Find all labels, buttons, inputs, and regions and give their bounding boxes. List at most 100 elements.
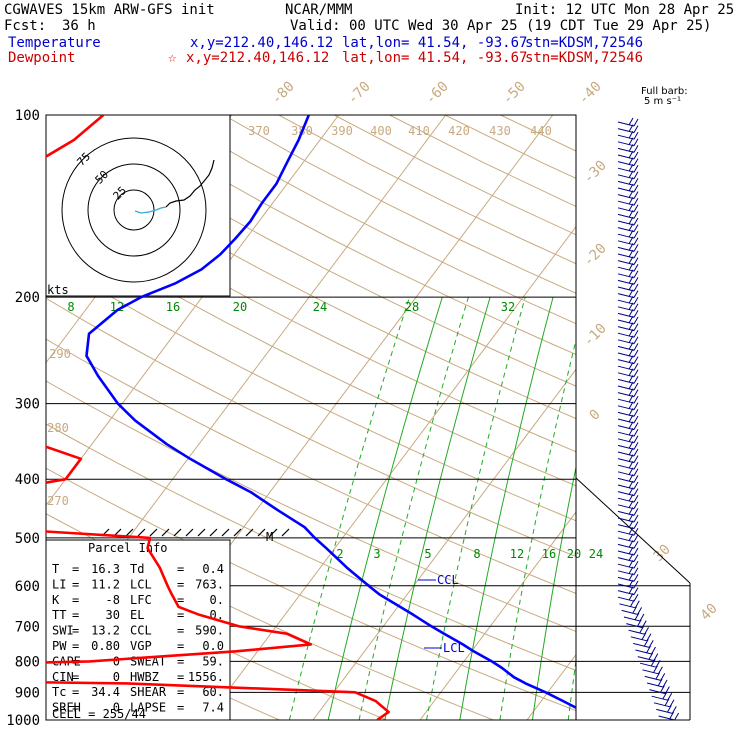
wind-barb — [617, 167, 635, 173]
parcel-info-cell: = — [72, 593, 79, 607]
wind-barb — [628, 414, 634, 423]
temperature-legend-label: Temperature — [8, 35, 101, 51]
wind-barb — [617, 543, 635, 549]
wind-barb — [617, 207, 635, 213]
wind-barb — [617, 530, 635, 536]
parcel-info-cell: T — [52, 562, 59, 576]
wind-barb — [628, 117, 634, 126]
parcel-info-cell: = — [72, 608, 79, 622]
wind-barb — [617, 451, 635, 457]
wind-barb — [617, 372, 635, 378]
wind-barb — [628, 183, 634, 192]
wind-barb — [628, 335, 634, 344]
wind-barb — [628, 282, 634, 291]
wind-barb — [633, 303, 639, 312]
wind-barb — [633, 263, 639, 272]
wind-barb — [617, 200, 635, 206]
wind-barb — [669, 711, 675, 720]
init-time: Init: 12 UTC Mon 28 Apr 25 — [515, 2, 734, 18]
valid-time: Valid: 00 UTC Wed 30 Apr 25 (19 CDT Tue … — [290, 18, 711, 34]
wind-barb — [633, 145, 639, 153]
mixing-ratio-label: 2 — [336, 547, 343, 561]
wind-barb — [617, 471, 635, 477]
wind-barb — [633, 587, 639, 595]
temperature-xy: x,y=212.40,146.12 — [190, 35, 333, 51]
parcel-info-cell: 763. — [195, 577, 224, 591]
wind-barb — [617, 319, 635, 325]
wind-barbs — [617, 117, 680, 721]
parcel-info-cell: 0 — [113, 670, 120, 684]
dry-adiabat — [223, 115, 576, 294]
wind-barb — [648, 652, 654, 660]
isotherm — [46, 115, 340, 507]
wind-barb — [633, 554, 639, 562]
wind-barb — [628, 427, 634, 436]
theta-label: 270 — [47, 494, 69, 508]
m-label: M — [266, 530, 273, 544]
parcel-info-cell: LAPSE — [130, 701, 166, 715]
wind-barb — [628, 210, 634, 218]
wind-barb — [628, 322, 634, 330]
wind-barb — [617, 220, 635, 226]
wind-barb — [633, 448, 639, 457]
wind-barb — [655, 672, 661, 680]
wind-barb — [628, 586, 634, 594]
wind-barb — [617, 563, 635, 569]
wind-barb — [617, 161, 635, 167]
mixing-ratio-line — [459, 296, 554, 720]
tick-mark — [281, 528, 290, 537]
dewpoint-legend-label: Dewpoint — [8, 50, 75, 66]
wind-barb — [626, 623, 643, 629]
wind-barb — [628, 203, 634, 212]
wind-barb — [633, 389, 639, 397]
wind-barb — [628, 243, 634, 251]
wind-barb — [617, 359, 635, 365]
parcel-info-cell: 16.3 — [91, 562, 120, 576]
wind-barb — [633, 376, 639, 384]
tick-mark — [185, 528, 194, 537]
wind-barb — [628, 276, 634, 284]
wind-barb — [617, 253, 635, 259]
theta-label: 410 — [408, 124, 430, 138]
dry-adiabat — [333, 115, 576, 236]
mixing-ratio-line — [716, 297, 740, 720]
isotherm-label: -50 — [500, 79, 529, 108]
wind-barb — [617, 583, 635, 589]
tick-mark — [173, 528, 182, 537]
wind-barb — [633, 574, 639, 582]
mixing-ratio-label: 24 — [589, 547, 603, 561]
pressure-labels: 100 200 300 400 500 600 700 800 900 1000 — [6, 108, 40, 729]
wind-barb — [617, 174, 635, 180]
wind-barb — [633, 481, 639, 490]
mixing-ratio-line — [499, 337, 576, 720]
wind-barb — [628, 434, 634, 443]
parcel-info-cell: = — [177, 654, 184, 668]
wind-barb — [633, 475, 639, 483]
wind-barb — [628, 342, 634, 350]
wind-barb — [628, 474, 634, 482]
wind-barb — [628, 533, 634, 542]
parcel-info-cell: 59. — [202, 654, 224, 668]
wind-barb — [633, 560, 639, 569]
mixing-ratio-line — [666, 297, 725, 720]
parcel-info-cell: 1556. — [188, 670, 224, 684]
isotherm-label: 30 — [651, 542, 674, 565]
mixing-ratio-labels: 8 12 16 20 24 28 32 2 3 5 8 12 16 20 24 — [67, 300, 603, 561]
wind-barb — [633, 455, 639, 463]
parcel-info-cell: = — [177, 639, 184, 653]
pressure-label: 500 — [15, 531, 40, 547]
wind-barb — [628, 309, 634, 317]
dry-adiabat — [500, 115, 576, 152]
wind-barb — [628, 315, 634, 324]
tick-mark — [209, 528, 218, 537]
parcel-info-cell: 0 — [113, 654, 120, 668]
wind-barb — [633, 541, 639, 549]
wind-barb — [674, 712, 680, 721]
wind-barb — [635, 649, 652, 655]
parcel-info-cell: = — [177, 593, 184, 607]
parcel-info-cell: 0.4 — [202, 562, 224, 576]
wind-barb — [630, 636, 648, 642]
wind-barb — [617, 332, 635, 338]
parcel-info-cell: HWBZ — [130, 670, 159, 684]
